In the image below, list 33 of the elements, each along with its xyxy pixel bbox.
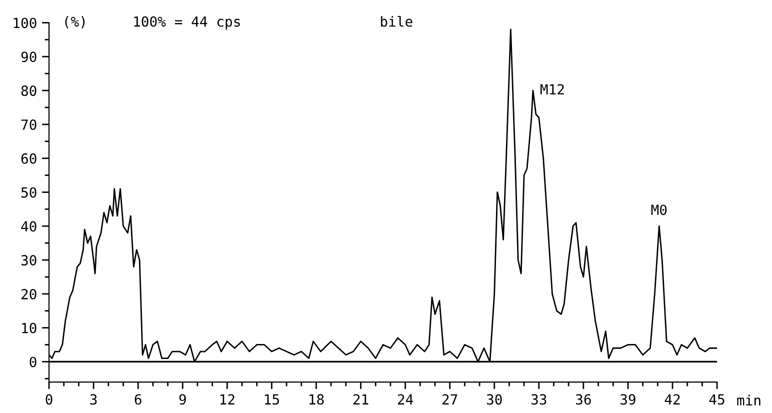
chart-title: bile: [380, 16, 412, 27]
y-tick-label: 10: [22, 322, 36, 334]
x-tick-label: 36: [576, 394, 591, 405]
x-tick-label: 3: [90, 394, 97, 405]
x-tick-label: 15: [265, 394, 279, 405]
y-tick-label: 50: [21, 187, 36, 198]
y-tick-label: 60: [21, 153, 36, 164]
y-axis-title: (%): [65, 16, 85, 28]
y-tick-label: 0: [30, 356, 36, 368]
annotation: M12: [540, 84, 564, 94]
annotation: 100% = 44 cps: [134, 16, 240, 30]
y-tick-label: 40: [21, 221, 36, 232]
x-tick-label: 12: [220, 394, 234, 404]
y-tick-label: 30: [21, 255, 36, 266]
x-tick-label: 18: [310, 394, 324, 405]
x-tick-label: 24: [398, 394, 413, 404]
x-tick-label: 0: [46, 394, 52, 405]
y-tick-label: 90: [21, 52, 36, 62]
x-tick-label: 30: [486, 394, 502, 405]
x-tick-label: 39: [620, 394, 636, 405]
y-tick-label: 20: [22, 288, 36, 300]
x-tick-label: 27: [442, 394, 458, 404]
x-tick-label: 6: [134, 394, 142, 405]
y-tick-label: 100: [14, 18, 36, 28]
x-tick-label: 9: [179, 394, 186, 405]
x-tick-label: 21: [353, 394, 368, 404]
x-axis-title: min: [737, 394, 760, 406]
x-tick-label: 45: [709, 394, 724, 405]
y-tick-label: 80: [21, 86, 36, 96]
x-tick-label: 33: [531, 394, 546, 405]
x-tick-label: 42: [664, 394, 680, 404]
annotation: M0: [651, 204, 667, 216]
y-tick-label: 70: [21, 119, 36, 130]
